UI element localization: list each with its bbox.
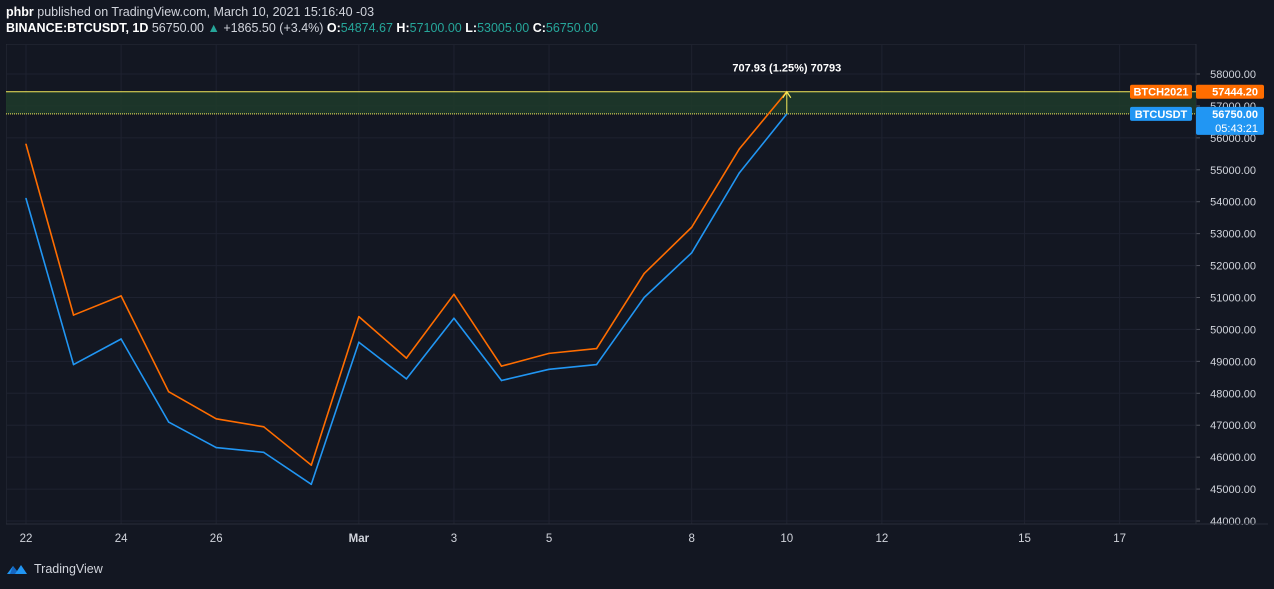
y-tick-label: 48000.00 bbox=[1210, 388, 1256, 400]
chart-area[interactable]: 58000.0057000.0056000.0055000.0054000.00… bbox=[5, 43, 1268, 550]
data-point bbox=[310, 464, 313, 466]
data-point bbox=[25, 143, 27, 146]
x-tick-label: 24 bbox=[115, 533, 128, 545]
countdown-label: 05:43:21 bbox=[1215, 123, 1258, 135]
x-tick-label: 26 bbox=[210, 533, 223, 545]
price-change: +1865.50 (+3.4%) bbox=[223, 21, 324, 35]
x-tick-label: 3 bbox=[451, 533, 457, 545]
x-tick-label: 5 bbox=[546, 533, 552, 545]
y-tick-label: 54000.00 bbox=[1210, 197, 1256, 209]
data-point bbox=[405, 378, 408, 380]
data-point bbox=[120, 338, 122, 340]
tradingview-logo-icon[interactable] bbox=[6, 562, 28, 576]
series-name-label: BTCH2021 bbox=[1133, 87, 1188, 99]
price-chart[interactable]: 58000.0057000.0056000.0055000.0054000.00… bbox=[5, 43, 1268, 550]
price-value-label: 56750.00 bbox=[1212, 109, 1258, 121]
y-tick-label: 55000.00 bbox=[1210, 165, 1256, 177]
data-point bbox=[215, 418, 217, 420]
low-label: L: bbox=[465, 21, 478, 35]
measure-arrow-icon bbox=[782, 90, 792, 99]
data-point bbox=[215, 446, 217, 449]
x-tick-label: 15 bbox=[1018, 533, 1031, 545]
data-point bbox=[167, 390, 170, 393]
y-tick-label: 56000.00 bbox=[1210, 133, 1256, 145]
y-tick-label: 45000.00 bbox=[1210, 484, 1256, 496]
symbol-title[interactable]: BINANCE:BTCUSDT, 1D bbox=[6, 21, 149, 35]
data-point bbox=[595, 363, 598, 366]
data-point bbox=[500, 365, 503, 367]
open-label: O: bbox=[326, 21, 341, 35]
last-price: 56750.00 bbox=[151, 21, 204, 35]
data-point bbox=[500, 379, 503, 382]
footer-brand[interactable]: TradingView bbox=[34, 562, 103, 576]
x-tick-label: Mar bbox=[349, 533, 370, 545]
data-point bbox=[595, 347, 598, 350]
publish-line: phbr published on TradingView.com, March… bbox=[6, 4, 598, 20]
high-label: H: bbox=[396, 21, 410, 35]
y-tick-label: 44000.00 bbox=[1210, 516, 1256, 528]
data-point bbox=[643, 272, 645, 275]
close-value: 56750.00 bbox=[545, 21, 599, 35]
data-point bbox=[120, 295, 122, 297]
price-value-label: 57444.20 bbox=[1212, 87, 1258, 99]
x-tick-label: 22 bbox=[20, 533, 33, 545]
data-point bbox=[358, 341, 360, 344]
data-point bbox=[310, 483, 313, 486]
data-point bbox=[405, 357, 408, 359]
data-point bbox=[738, 148, 741, 150]
data-point bbox=[690, 252, 693, 254]
x-tick-label: 8 bbox=[688, 533, 694, 545]
series-name-box bbox=[1130, 106, 1192, 121]
series-name-label: BTCUSDT bbox=[1135, 109, 1188, 121]
data-point bbox=[358, 315, 360, 318]
chart-header: phbr published on TradingView.com, March… bbox=[6, 4, 598, 36]
data-point bbox=[25, 197, 27, 200]
footer: TradingView bbox=[6, 562, 103, 576]
close-label: C: bbox=[532, 21, 546, 35]
x-tick-label: 10 bbox=[780, 533, 793, 545]
low-value: 53005.00 bbox=[477, 21, 530, 35]
x-tick-label: 12 bbox=[876, 533, 889, 545]
high-value: 57100.00 bbox=[409, 21, 462, 35]
price-value-box bbox=[1196, 106, 1264, 135]
x-tick-label: 17 bbox=[1113, 533, 1126, 545]
data-point bbox=[690, 226, 693, 229]
data-point bbox=[548, 352, 550, 355]
publisher-name: phbr bbox=[6, 5, 34, 19]
price-value-box bbox=[1196, 84, 1264, 99]
series-name-box bbox=[1130, 84, 1192, 99]
data-point bbox=[453, 293, 455, 296]
data-point bbox=[72, 314, 75, 316]
data-point bbox=[548, 368, 550, 371]
y-tick-label: 49000.00 bbox=[1210, 356, 1256, 368]
y-tick-label: 53000.00 bbox=[1210, 229, 1256, 241]
data-point bbox=[453, 317, 455, 320]
price-tag-btcusdt[interactable]: BTCUSDT 56750.00 05:43:21 bbox=[1130, 106, 1264, 135]
publish-info: published on TradingView.com, March 10, … bbox=[37, 5, 375, 19]
y-tick-label: 51000.00 bbox=[1210, 293, 1256, 305]
y-tick-label: 50000.00 bbox=[1210, 324, 1256, 336]
data-point bbox=[72, 363, 75, 366]
measure-label: 707.93 (1.25%) 70793 bbox=[732, 63, 841, 75]
y-tick-label: 46000.00 bbox=[1210, 452, 1256, 464]
data-point bbox=[262, 426, 265, 428]
symbol-line: BINANCE:BTCUSDT, 1D 56750.00 ▲ +1865.50 … bbox=[6, 20, 598, 36]
y-tick-label: 47000.00 bbox=[1210, 420, 1256, 432]
plot-frame bbox=[5, 43, 1197, 525]
series-line-btch2021 bbox=[25, 91, 788, 466]
y-tick-label: 58000.00 bbox=[1210, 69, 1256, 81]
up-arrow-icon: ▲ bbox=[207, 21, 220, 35]
open-value: 54874.67 bbox=[340, 21, 393, 35]
data-point bbox=[167, 421, 170, 423]
y-tick-label: 52000.00 bbox=[1210, 261, 1256, 273]
price-range-zone bbox=[6, 91, 1196, 114]
price-tag-btch2021[interactable]: BTCH2021 57444.20 bbox=[1130, 84, 1264, 99]
data-point bbox=[738, 172, 741, 174]
data-point bbox=[643, 296, 645, 299]
data-point bbox=[262, 451, 265, 454]
